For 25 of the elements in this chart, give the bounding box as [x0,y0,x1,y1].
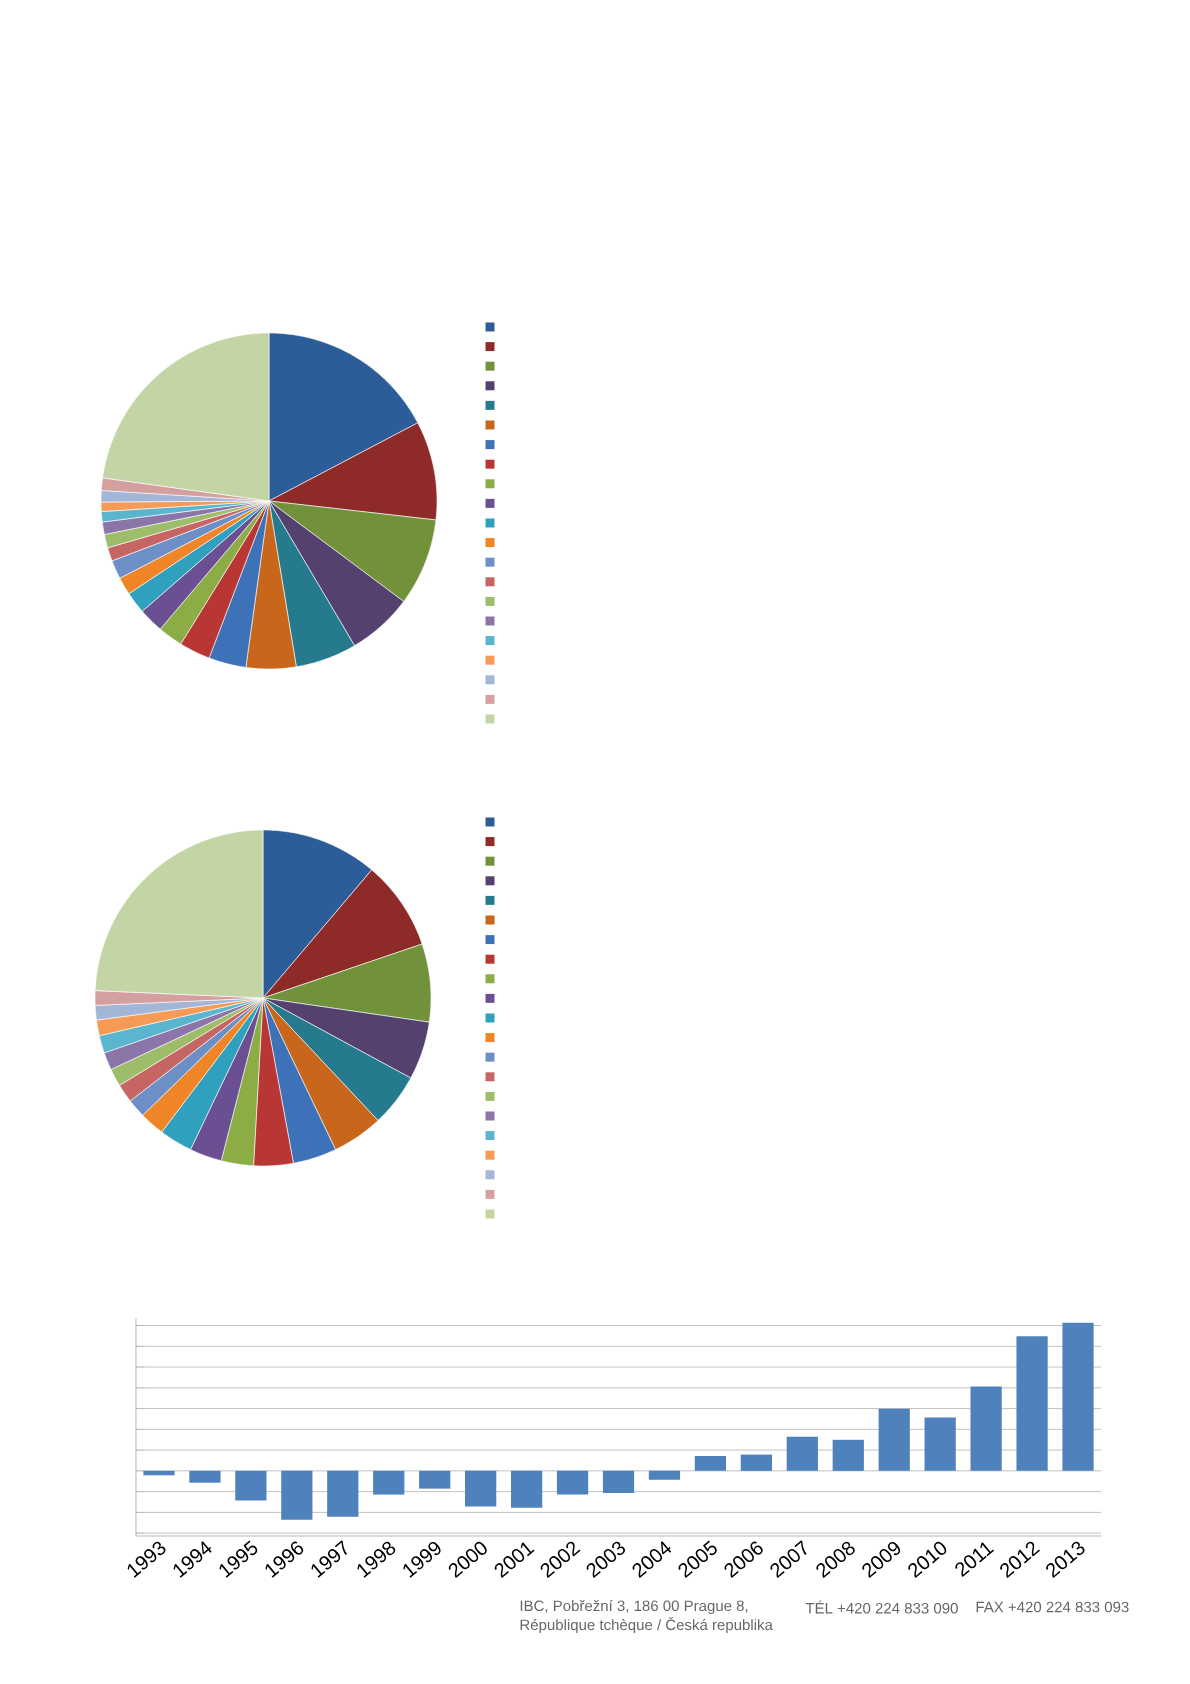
bar [465,1470,497,1507]
bar [694,1456,727,1471]
bar [510,1470,543,1508]
text: FAX +420 224 833 093 [976,1601,1129,1613]
bar [143,1470,175,1476]
bar [1062,1322,1094,1471]
bar [189,1470,221,1483]
bar [878,1408,910,1471]
text: IBC, Pobřežní 3, 186 00 Prague 8, [520,1599,748,1615]
bar [281,1470,313,1520]
text: République tchèque / Česká republika [520,1616,773,1634]
bar [740,1454,772,1471]
bar [1016,1336,1048,1471]
bar [602,1470,635,1494]
bar [373,1470,405,1495]
bar [648,1470,681,1480]
bar [235,1470,267,1501]
bar [786,1436,818,1471]
bar [924,1417,956,1471]
bar [556,1470,589,1495]
bar [419,1470,451,1489]
bar [970,1386,1002,1471]
text: TÉL +420 224 833 090 [805,1600,958,1614]
bar [327,1470,359,1517]
bar [832,1439,864,1471]
